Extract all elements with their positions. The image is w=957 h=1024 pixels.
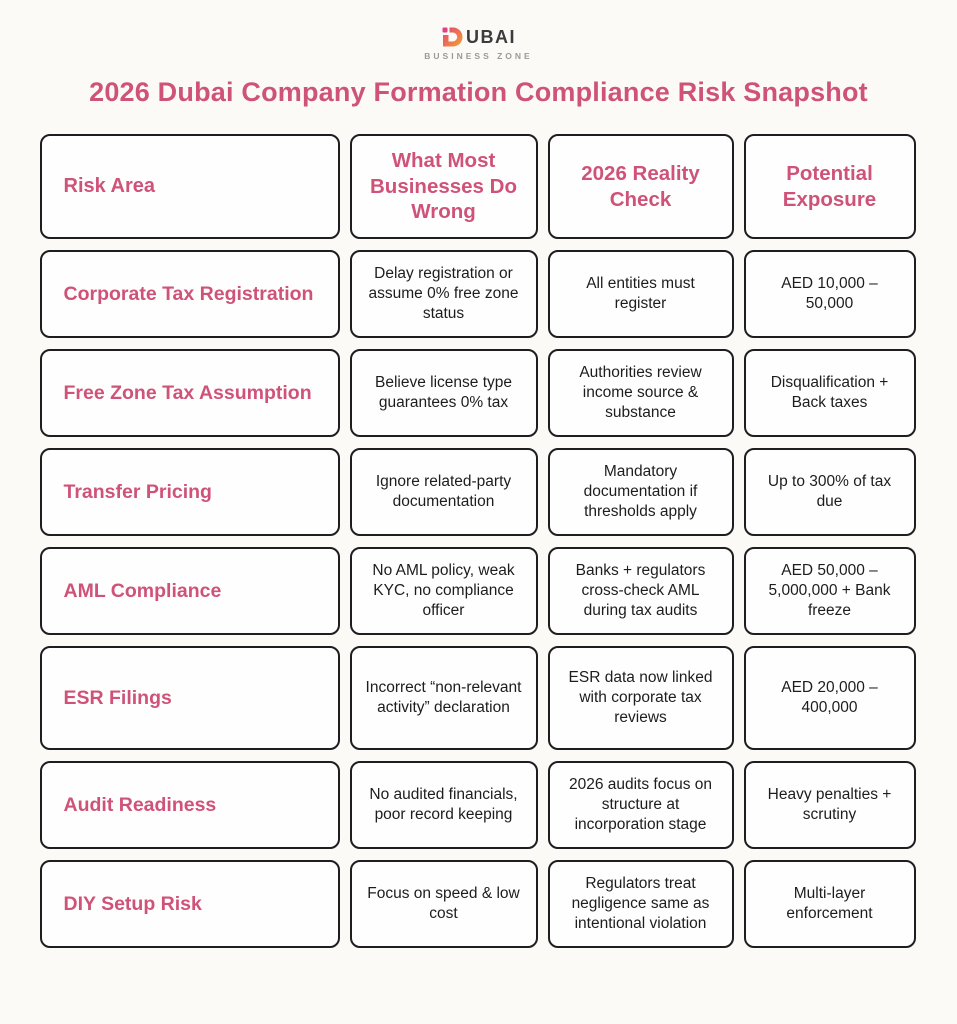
cell-exposure-transfer-pricing: Up to 300% of tax due: [743, 448, 916, 536]
brand-d-icon: [442, 27, 463, 47]
cell-risk-area-audit: Audit Readiness: [39, 761, 340, 849]
cell-reality-diy: Regulators treat negligence same as inte…: [547, 860, 734, 948]
header-cell-risk-area: Risk Area: [39, 134, 340, 239]
cell-wrong-corporate-tax: Delay registration or assume 0% free zon…: [349, 250, 538, 338]
cell-wrong-aml: No AML policy, weak KYC, no compliance o…: [349, 547, 538, 635]
cell-risk-area-esr: ESR Filings: [39, 646, 340, 750]
cell-risk-area-aml: AML Compliance: [39, 547, 340, 635]
cell-wrong-audit: No audited financials, poor record keepi…: [349, 761, 538, 849]
cell-reality-transfer-pricing: Mandatory documentation if thresholds ap…: [547, 448, 734, 536]
cell-wrong-free-zone: Believe license type guarantees 0% tax: [349, 349, 538, 437]
brand-name: UBAI: [466, 26, 516, 47]
cell-reality-esr: ESR data now linked with corporate tax r…: [547, 646, 734, 750]
cell-reality-corporate-tax: All entities must register: [547, 250, 734, 338]
cell-risk-area-corporate-tax: Corporate Tax Registration: [39, 250, 340, 338]
header-cell-reality-check: 2026 Reality Check: [547, 134, 734, 239]
cell-reality-audit: 2026 audits focus on structure at incorp…: [547, 761, 734, 849]
brand-tagline: BUSINESS ZONE: [424, 51, 533, 61]
brand-logo: UBAI BUSINESS ZONE: [0, 0, 957, 62]
cell-exposure-esr: AED 20,000 – 400,000: [743, 646, 916, 750]
cell-wrong-transfer-pricing: Ignore related-party documentation: [349, 448, 538, 536]
cell-reality-free-zone: Authorities review income source & subst…: [547, 349, 734, 437]
cell-exposure-aml: AED 50,000 – 5,000,000 + Bank freeze: [743, 547, 916, 635]
cell-wrong-esr: Incorrect “non-relevant activity” declar…: [349, 646, 538, 750]
cell-exposure-diy: Multi-layer enforcement: [743, 860, 916, 948]
cell-reality-aml: Banks + regulators cross-check AML durin…: [547, 547, 734, 635]
cell-exposure-free-zone: Disqualification + Back taxes: [743, 349, 916, 437]
cell-risk-area-diy: DIY Setup Risk: [39, 860, 340, 948]
header-cell-what-wrong: What Most Businesses Do Wrong: [349, 134, 538, 239]
cell-risk-area-transfer-pricing: Transfer Pricing: [39, 448, 340, 536]
cell-risk-area-free-zone: Free Zone Tax Assumption: [39, 349, 340, 437]
header-cell-potential-exposure: Potential Exposure: [743, 134, 916, 239]
cell-wrong-diy: Focus on speed & low cost: [349, 860, 538, 948]
brand-logo-row: UBAI: [441, 25, 516, 49]
cell-exposure-corporate-tax: AED 10,000 – 50,000: [743, 250, 916, 338]
cell-exposure-audit: Heavy penalties + scrutiny: [743, 761, 916, 849]
page-title: 2026 Dubai Company Formation Compliance …: [89, 77, 868, 107]
risk-table: Risk Area What Most Businesses Do Wrong …: [39, 134, 918, 948]
